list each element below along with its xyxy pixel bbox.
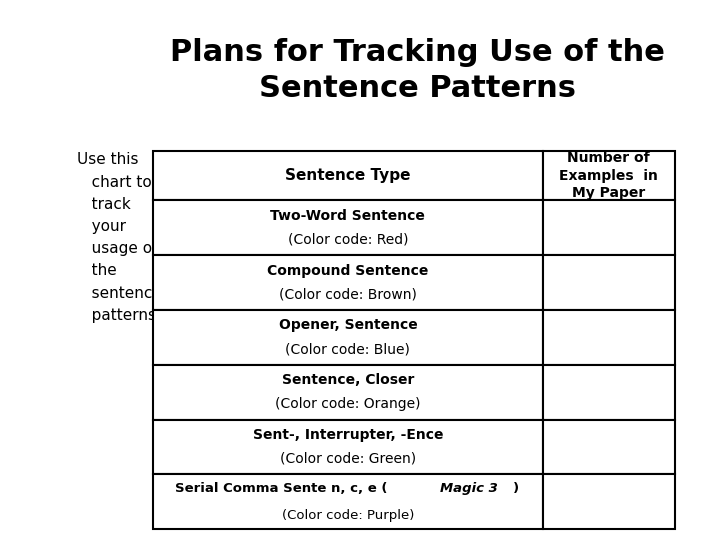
Text: Magic 3: Magic 3 bbox=[441, 482, 498, 495]
Bar bbox=[153, 255, 543, 310]
Text: Sentence, Closer: Sentence, Closer bbox=[282, 373, 414, 387]
Text: (Color code: Brown): (Color code: Brown) bbox=[279, 287, 417, 301]
Bar bbox=[153, 200, 543, 255]
Text: (Color code: Orange): (Color code: Orange) bbox=[275, 397, 420, 411]
Bar bbox=[543, 365, 675, 420]
Bar bbox=[543, 420, 675, 474]
Text: Number of
Examples  in
My Paper: Number of Examples in My Paper bbox=[559, 151, 658, 200]
Text: (Color code: Purple): (Color code: Purple) bbox=[282, 509, 414, 522]
Text: Use this
   chart to
   track
   your
   usage of
   the
   sentence
   patterns: Use this chart to track your usage of th… bbox=[76, 152, 161, 323]
Text: Serial Comma Sente n, c, e (: Serial Comma Sente n, c, e ( bbox=[0, 482, 212, 495]
Bar bbox=[153, 310, 543, 364]
Text: Two-Word Sentence: Two-Word Sentence bbox=[271, 209, 426, 223]
Bar bbox=[153, 474, 543, 529]
Text: (Color code: Blue): (Color code: Blue) bbox=[285, 342, 410, 356]
Text: Magic 3: Magic 3 bbox=[0, 482, 58, 495]
Text: ): ) bbox=[513, 482, 518, 495]
Text: Serial Comma Sente n, c, e (: Serial Comma Sente n, c, e ( bbox=[176, 482, 388, 495]
Bar bbox=[543, 200, 675, 255]
Text: (Color code: Red): (Color code: Red) bbox=[287, 233, 408, 247]
Text: Sentence Type: Sentence Type bbox=[285, 168, 410, 183]
Bar bbox=[153, 151, 543, 200]
Bar bbox=[543, 255, 675, 310]
Text: ): ) bbox=[0, 482, 6, 495]
Bar bbox=[543, 474, 675, 529]
Text: Plans for Tracking Use of the
Sentence Patterns: Plans for Tracking Use of the Sentence P… bbox=[170, 38, 665, 103]
Bar bbox=[153, 365, 543, 420]
Bar bbox=[543, 310, 675, 364]
Text: Opener, Sentence: Opener, Sentence bbox=[279, 319, 418, 333]
Text: (Color code: Green): (Color code: Green) bbox=[280, 452, 416, 466]
Text: Compound Sentence: Compound Sentence bbox=[267, 264, 428, 278]
Text: Sent-, Interrupter, -Ence: Sent-, Interrupter, -Ence bbox=[253, 428, 443, 442]
Bar bbox=[543, 151, 675, 200]
Bar bbox=[153, 420, 543, 474]
